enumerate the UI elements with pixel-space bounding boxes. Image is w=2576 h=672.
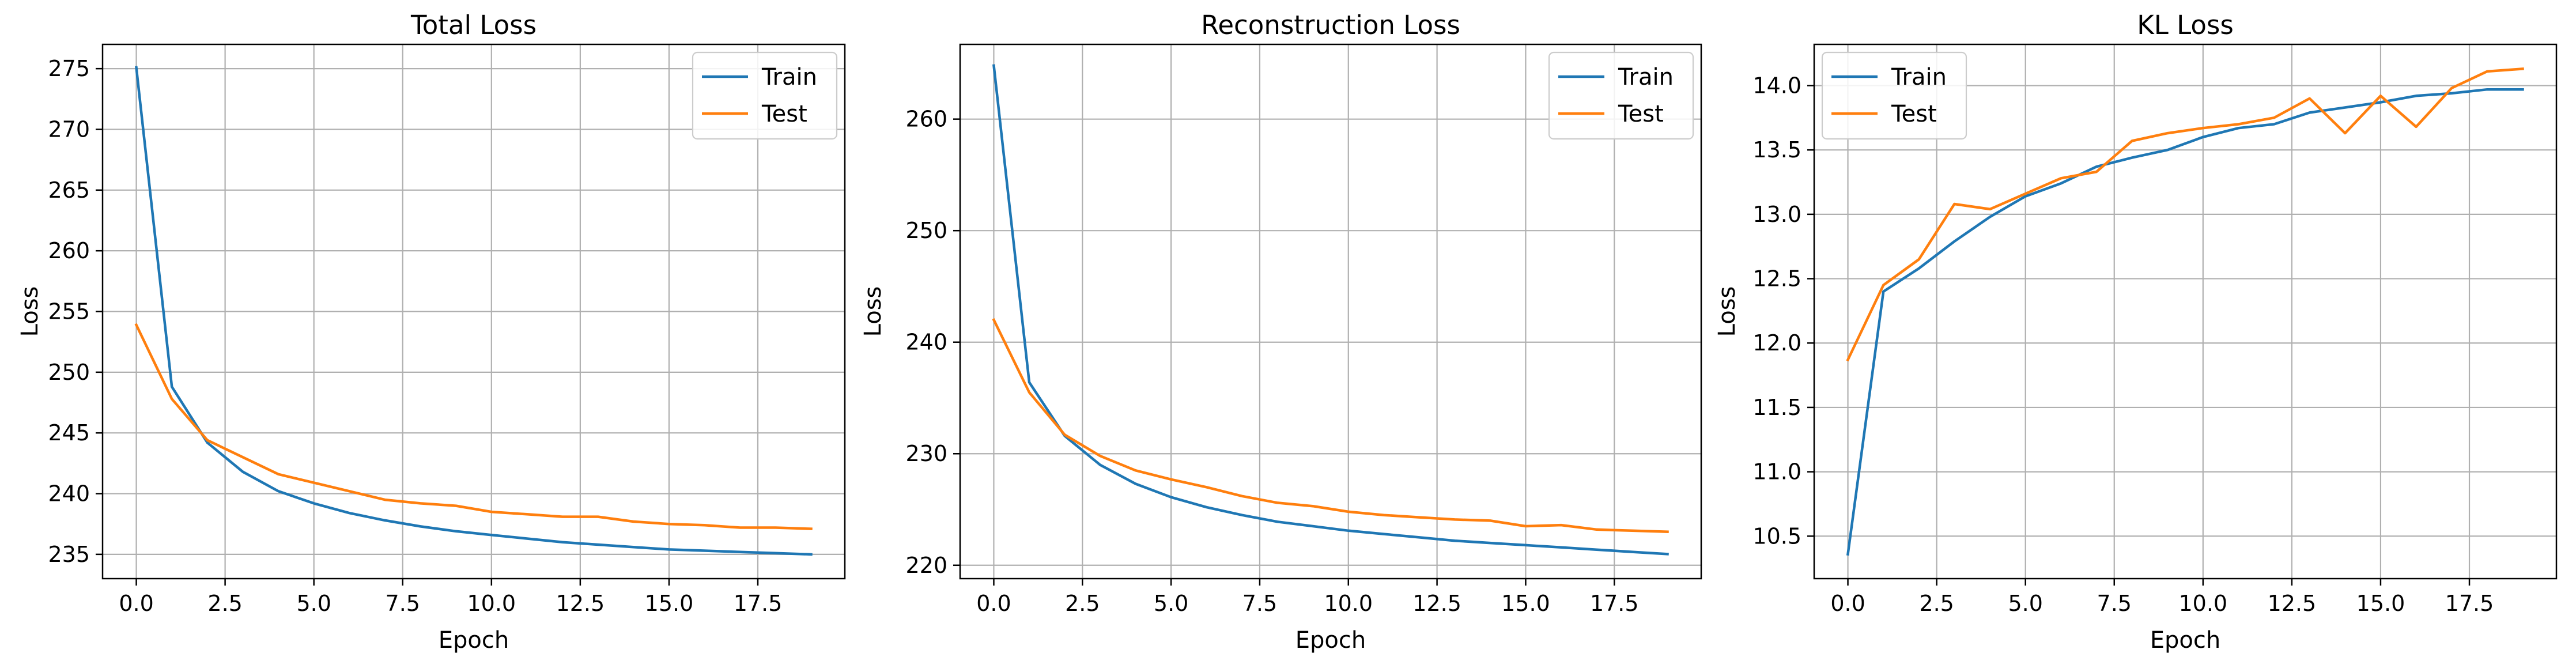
x-axis-label: Epoch [1295,627,1366,654]
x-tick-label: 12.5 [556,591,605,616]
chart-title: Reconstruction Loss [1201,10,1460,40]
y-tick-label: 235 [48,542,90,567]
x-tick-label: 12.5 [2268,591,2317,616]
y-tick-label: 275 [48,56,90,81]
series-line-train [1846,88,2524,556]
legend-label-test: Test [1618,101,1664,127]
legend: Train Test [1821,51,1967,140]
y-tick-label: 250 [48,360,90,385]
x-tick-label: 5.0 [1154,591,1188,616]
x-tick-label: 0.0 [976,591,1011,616]
legend-label-train: Train [761,64,817,90]
series-line-test [992,318,1669,534]
legend-label-test: Test [761,101,807,127]
legend-box [692,51,838,140]
y-tick-label: 10.5 [1752,523,1801,549]
x-tick-label: 7.5 [1242,591,1277,616]
x-tick-label: 10.0 [467,591,516,616]
x-tick-label: 7.5 [2097,591,2132,616]
y-tick-label: 11.0 [1752,459,1801,485]
series-line-test [134,323,813,530]
y-tick-label: 245 [48,420,90,446]
x-tick-label: 10.0 [1324,591,1373,616]
axes-frame [1813,43,2558,580]
x-tick-label: 10.0 [2179,591,2228,616]
legend-box [1821,51,1967,140]
chart-panel-2: 0.0 2.5 5.0 7.5 10.0 12.5 15.0 17.5 220 230 240 250… [860,10,1702,654]
x-axis-label: Epoch [439,627,509,654]
series-line-test [1846,67,2524,362]
series-line-train [992,64,1669,556]
x-tick-label: 15.0 [645,591,694,616]
legend-label-test: Test [1891,101,1937,127]
x-tick-label: 2.5 [207,591,242,616]
y-axis-label: Loss [860,286,886,337]
y-axis-label: Loss [17,286,43,337]
y-tick-label: 11.5 [1752,395,1801,420]
y-tick-label: 250 [905,218,947,243]
y-tick-label: 255 [48,299,90,324]
chart-title: Total Loss [410,10,537,40]
y-tick-label: 240 [48,481,90,507]
x-tick-label: 2.5 [1919,591,1954,616]
x-tick-label: 15.0 [1501,591,1550,616]
y-tick-label: 220 [905,553,947,578]
y-tick-label: 12.0 [1752,330,1801,356]
legend-label-train: Train [1891,64,1947,90]
x-tick-label: 17.5 [1590,591,1639,616]
x-tick-label: 5.0 [296,591,331,616]
y-tick-label: 260 [48,238,90,263]
y-tick-label: 270 [48,116,90,142]
y-tick-label: 230 [905,441,947,466]
y-tick-label: 13.0 [1752,202,1801,227]
y-tick-label: 13.5 [1752,137,1801,163]
legend-label-train: Train [1618,64,1674,90]
chart-title: KL Loss [2137,10,2234,40]
legend: Train Test [692,51,838,140]
chart-panel-3: 0.0 2.5 5.0 7.5 10.0 12.5 15.0 17.5 10.5 11.0 11.5… [1714,10,2558,654]
x-tick-label: 5.0 [2008,591,2042,616]
x-tick-label: 2.5 [1065,591,1100,616]
y-tick-label: 260 [905,107,947,132]
x-tick-label: 17.5 [2445,591,2494,616]
chart-panel-1: 0.0 2.5 5.0 7.5 10.0 12.5 15.0 17.5 235 240 245 250… [17,10,846,654]
x-tick-label: 17.5 [734,591,783,616]
y-tick-label: 240 [905,330,947,355]
axes-frame [959,43,1702,580]
legend-box [1548,51,1694,140]
x-tick-label: 7.5 [386,591,420,616]
x-tick-label: 0.0 [119,591,153,616]
x-tick-label: 15.0 [2356,591,2405,616]
x-axis-label: Epoch [2150,627,2220,654]
y-tick-label: 265 [48,178,90,203]
x-tick-label: 0.0 [1830,591,1865,616]
y-tick-label: 14.0 [1752,73,1801,98]
y-tick-label: 12.5 [1752,266,1801,292]
x-tick-label: 12.5 [1412,591,1461,616]
series-line-train [135,66,813,556]
legend: Train Test [1548,51,1694,140]
y-axis-label: Loss [1714,286,1740,337]
